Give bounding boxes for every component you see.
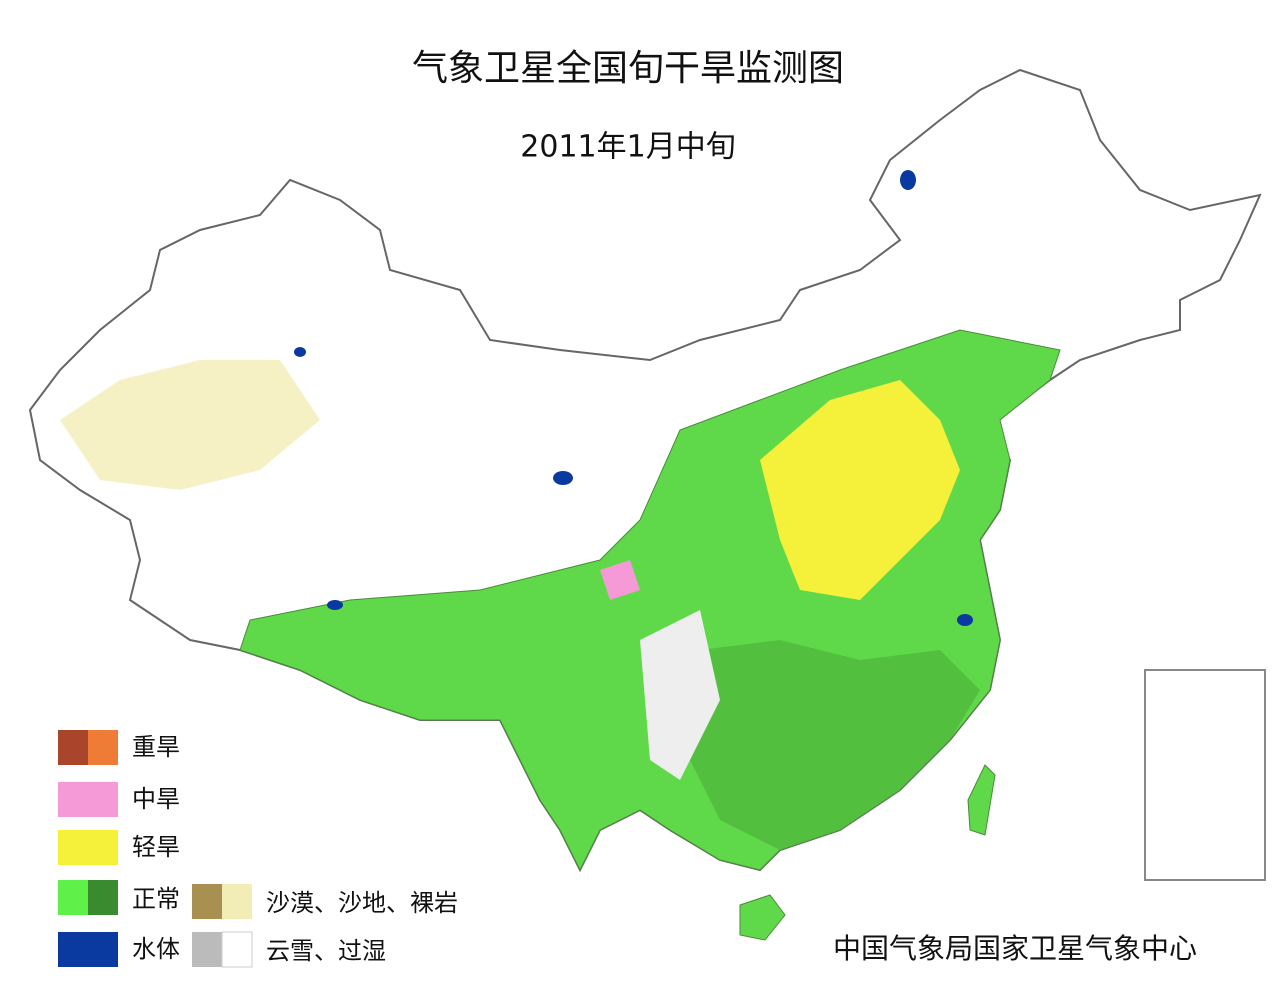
legend-label: 水体: [132, 935, 180, 963]
water-body: [327, 600, 343, 610]
water-body: [294, 347, 306, 357]
taiwan: [967, 764, 996, 836]
swatch: [58, 730, 88, 765]
map: [28, 68, 1266, 941]
snow-area: [640, 610, 720, 780]
legend-label: 正常: [132, 885, 180, 913]
swatch: [58, 830, 118, 865]
water-body: [957, 614, 973, 626]
swatch: [88, 880, 118, 915]
legend-label: 中旱: [132, 785, 180, 813]
moderate-drought-area: [600, 560, 640, 600]
swatch: [222, 884, 252, 919]
title: 气象卫星全国旬干旱监测图: [412, 48, 844, 89]
legend-label: 重旱: [132, 733, 180, 761]
swatch: [88, 730, 118, 765]
swatch: [58, 932, 118, 967]
swatch: [192, 932, 222, 967]
swatch: [58, 880, 88, 915]
legend-label: 沙漠、沙地、裸岩: [266, 889, 458, 917]
legend-label: 云雪、过湿: [266, 937, 386, 965]
subtitle: 2011年1月中旬: [520, 130, 735, 165]
hainan: [739, 894, 786, 941]
legend: 重旱 中旱 轻旱 正常 水体 沙漠、沙地、裸岩 云雪、过湿: [58, 730, 458, 968]
south-sea-inset: [1144, 669, 1266, 881]
legend-label: 轻旱: [132, 833, 180, 861]
water-body: [553, 471, 573, 485]
swatch: [221, 931, 253, 968]
water-body: [900, 170, 916, 190]
mild-drought-area: [760, 380, 960, 600]
desert-area: [60, 360, 320, 490]
swatch: [192, 884, 222, 919]
swatch: [58, 782, 118, 817]
credit: 中国气象局国家卫星气象中心: [833, 932, 1197, 965]
normal-dark-area: [690, 640, 980, 850]
